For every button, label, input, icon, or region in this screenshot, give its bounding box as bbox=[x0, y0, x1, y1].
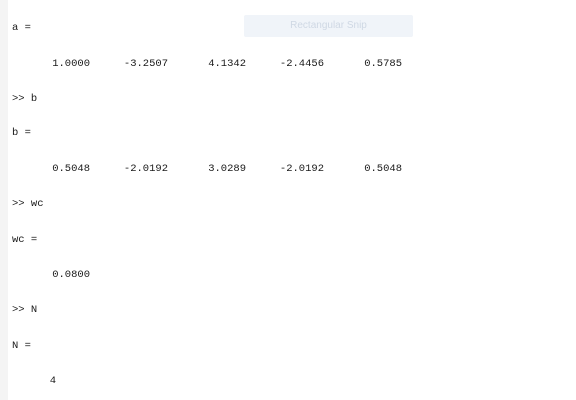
var-b-header: b = bbox=[12, 127, 31, 139]
command-wc: >> wc bbox=[12, 198, 44, 210]
var-b-value: -2.0192 bbox=[123, 163, 168, 175]
command-b: >> b bbox=[12, 93, 38, 105]
var-a-header: a = bbox=[12, 22, 31, 34]
var-b-value: 3.0289 bbox=[208, 163, 246, 175]
var-b-value: 0.5048 bbox=[52, 163, 90, 175]
var-N-value: 4 bbox=[49, 375, 56, 387]
var-a-value: -3.2507 bbox=[123, 58, 168, 70]
var-a-value: -2.4456 bbox=[279, 58, 324, 70]
var-wc-header: wc = bbox=[12, 234, 38, 246]
var-N-header: N = bbox=[12, 340, 31, 352]
var-a-value: 0.5785 bbox=[364, 58, 402, 70]
left-gutter bbox=[0, 0, 8, 400]
snip-label: Rectangular Snip bbox=[290, 20, 367, 31]
var-a-value: 1.0000 bbox=[52, 58, 90, 70]
var-b-value: -2.0192 bbox=[279, 163, 324, 175]
command-N: >> N bbox=[12, 304, 38, 316]
var-wc-value: 0.0800 bbox=[52, 269, 90, 281]
var-a-value: 4.1342 bbox=[208, 58, 246, 70]
rectangular-snip-overlay: Rectangular Snip bbox=[244, 15, 413, 37]
var-b-value: 0.5048 bbox=[364, 163, 402, 175]
